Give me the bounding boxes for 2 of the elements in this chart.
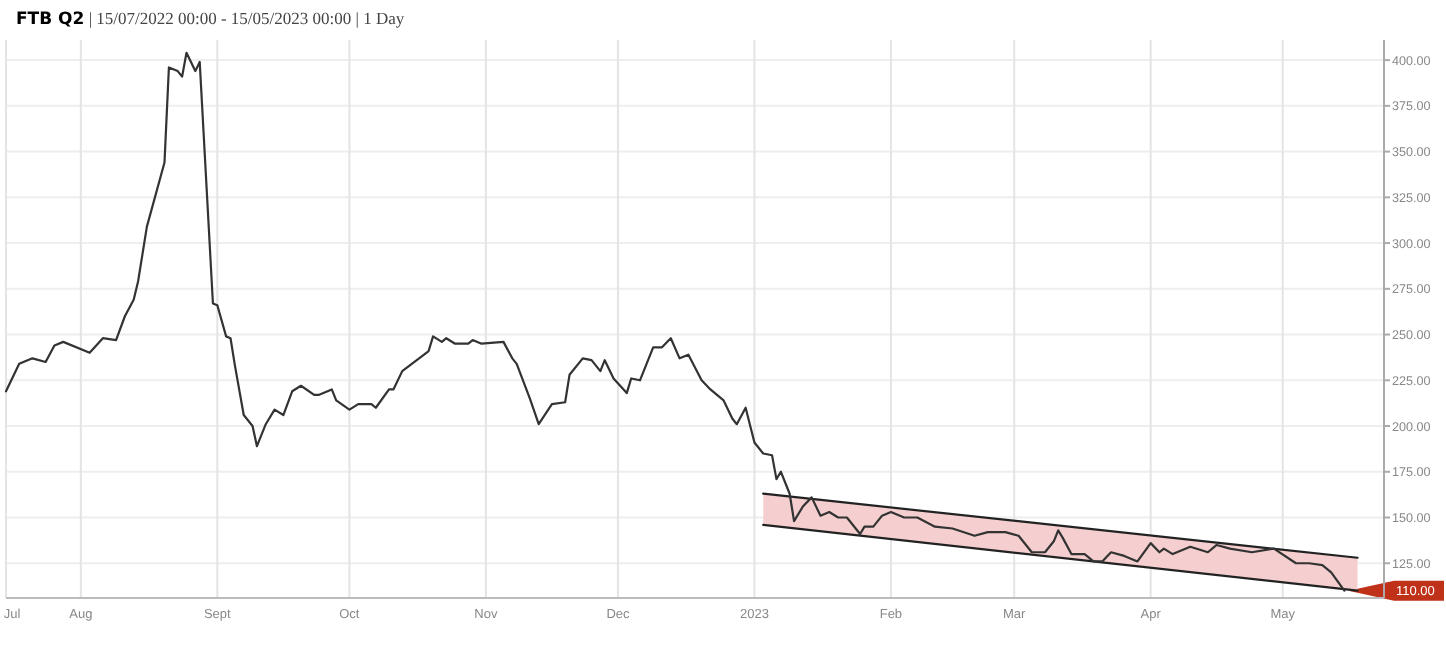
- chart-subtitle: | 15/07/2022 00:00 - 15/05/2023 00:00 | 1 Day: [84, 8, 406, 28]
- chart-title: FTB Q2: [16, 10, 85, 30]
